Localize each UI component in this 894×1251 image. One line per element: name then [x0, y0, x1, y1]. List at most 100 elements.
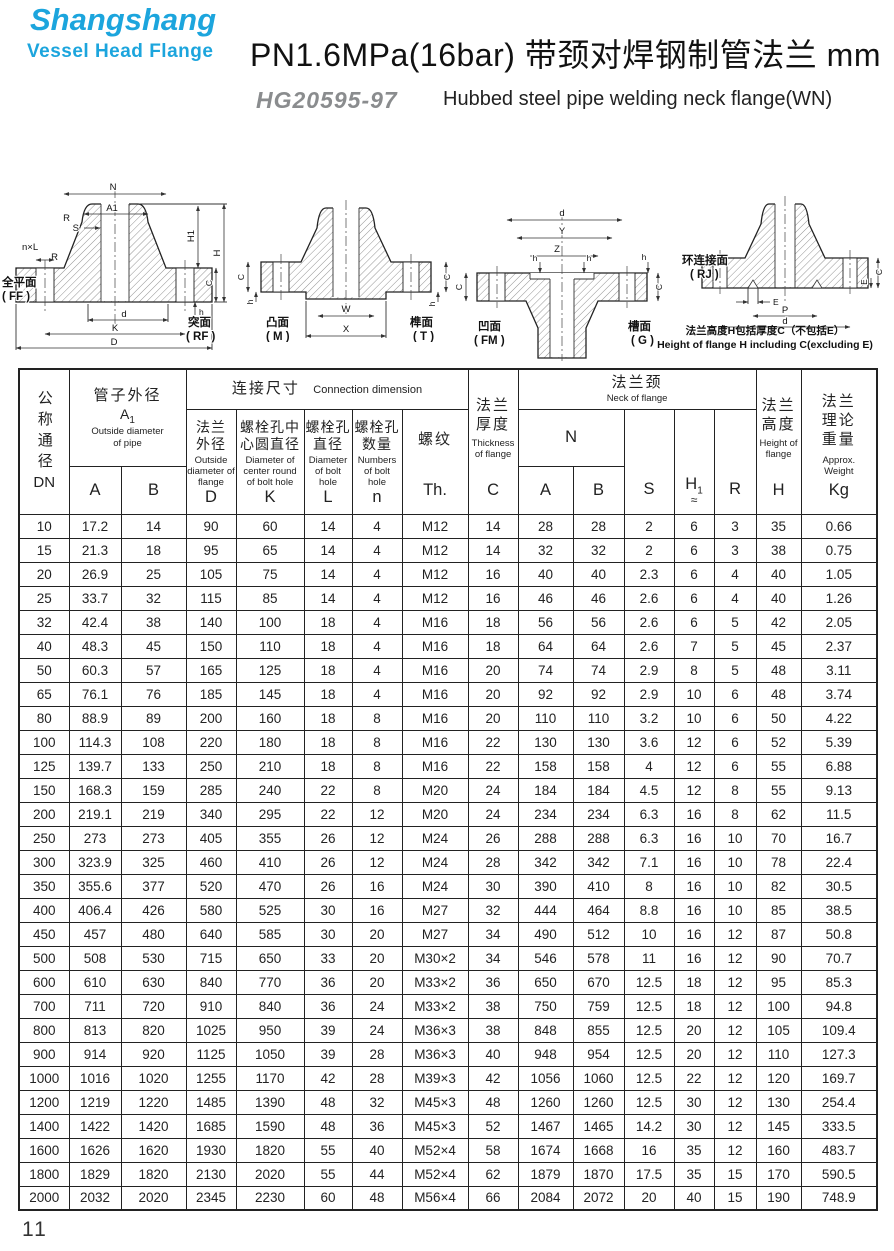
table-cell: 16 — [673, 825, 715, 851]
table-cell: 18 — [467, 609, 519, 635]
table-cell: 2.3 — [623, 561, 675, 587]
table-cell: 410 — [235, 849, 305, 875]
table-cell: 17.5 — [623, 1161, 675, 1187]
table-cell: 20 — [351, 945, 403, 971]
bolt-circle-cn: 螺栓孔中心圆直径 — [240, 419, 300, 452]
height-letter: H — [772, 481, 785, 500]
table-cell: 32 — [18, 609, 70, 635]
table-cell: M16 — [401, 609, 469, 635]
table-cell: 220 — [185, 729, 237, 755]
table-cell: 12.5 — [623, 1017, 675, 1043]
table-cell: 85.3 — [800, 969, 878, 995]
flange-diagram-m-t: W X C h C h 凸面 ( M ) 榫面 ( T ) — [238, 200, 453, 342]
table-cell: 30 — [673, 1113, 715, 1139]
table-cell: 2.6 — [623, 585, 675, 611]
table-row: 15 21.3 18 95 65 14 4 M12 14 32 32 2 6 3 38 0.75 — [18, 537, 878, 563]
table-cell: 6 — [673, 513, 715, 539]
table-cell: 4 — [351, 561, 403, 587]
table-row: 65 76.1 76 185 145 18 4 M16 20 92 92 2.9 10 6 48 3.74 — [18, 681, 878, 707]
table-cell: 640 — [185, 921, 237, 947]
table-cell: 16 — [673, 921, 715, 947]
table-cell: 12.5 — [623, 1041, 675, 1067]
table-cell: 1255 — [185, 1065, 237, 1091]
table-cell: 185 — [185, 681, 237, 707]
brand-logo: Shangshang — [30, 2, 217, 37]
table-cell: 8 — [623, 873, 675, 899]
table-cell: 12.5 — [623, 1089, 675, 1115]
dim-label-H: H — [212, 249, 223, 256]
table-cell: 55 — [755, 777, 802, 803]
table-cell: 42 — [755, 609, 802, 635]
table-cell: 650 — [235, 945, 305, 971]
table-cell: 30 — [467, 873, 519, 899]
table-cell: 30.5 — [800, 873, 878, 899]
face-label-g-cn: 槽面 — [628, 319, 651, 333]
dim-label-C-right: C — [442, 274, 452, 280]
table-cell: 40 — [755, 561, 802, 587]
col-header-bolt-count: 螺栓孔数量 Numbers of bolt hole n — [351, 408, 403, 515]
dim-label-h3: h — [642, 252, 647, 262]
table-cell: 32 — [351, 1089, 403, 1115]
table-cell: 22.4 — [800, 849, 878, 875]
table-cell: 340 — [185, 801, 237, 827]
dim-label-R-bottom: R — [51, 252, 58, 263]
table-cell: 342 — [572, 849, 625, 875]
table-cell: 65 — [235, 537, 305, 563]
table-cell: 12 — [713, 1137, 757, 1163]
table-cell: 250 — [185, 753, 237, 779]
table-cell: 44 — [351, 1161, 403, 1187]
table-cell: 33.7 — [68, 585, 122, 611]
table-cell: 95 — [755, 969, 802, 995]
table-cell: 295 — [235, 801, 305, 827]
dim-label-S: S — [73, 223, 79, 234]
table-cell: 1879 — [517, 1161, 574, 1187]
face-label-rj-code: ( RJ ) — [690, 269, 719, 281]
table-cell: 65 — [18, 681, 70, 707]
table-cell: 39 — [303, 1017, 353, 1043]
table-cell: 110 — [517, 705, 574, 731]
table-row: 80 88.9 89 200 160 18 8 M16 20 110 110 3.2 10 6 50 4.22 — [18, 705, 878, 731]
table-row: 200 219.1 219 340 295 22 12 M20 24 234 234 6.3 16 8 62… — [18, 801, 878, 827]
table-cell: 250 — [18, 825, 70, 851]
table-cell: M24 — [401, 849, 469, 875]
table-cell: 3 — [713, 513, 757, 539]
table-cell: 56 — [572, 609, 625, 635]
table-row: 20 26.9 25 105 75 14 4 M12 16 40 40 2.3 6 4 40 1.05 — [18, 561, 878, 587]
table-cell: 40 — [351, 1137, 403, 1163]
table-cell: 1125 — [185, 1041, 237, 1067]
table-cell: 6 — [713, 729, 757, 755]
table-cell: 62 — [755, 801, 802, 827]
table-cell: 140 — [185, 609, 237, 635]
table-cell: 184 — [572, 777, 625, 803]
table-cell: 60 — [235, 513, 305, 539]
table-cell: 25 — [120, 561, 187, 587]
table-cell: M12 — [401, 513, 469, 539]
col-group-neck: 法兰颈 Neck of flange — [517, 368, 757, 410]
table-cell: 1.26 — [800, 585, 878, 611]
table-cell: 66 — [467, 1185, 519, 1211]
table-cell: 948 — [517, 1041, 574, 1067]
table-cell: 1590 — [235, 1113, 305, 1139]
table-cell: 8 — [673, 657, 715, 683]
table-cell: 30 — [303, 921, 353, 947]
table-cell: 14 — [467, 537, 519, 563]
table-cell: 750 — [517, 993, 574, 1019]
table-body: 10 17.2 14 90 60 14 4 M12 14 28 28 2 6 3 35 0.66 15 21.3 1… — [18, 513, 878, 1211]
table-cell: 4 — [351, 513, 403, 539]
table-cell: 470 — [235, 873, 305, 899]
bolt-count-letter: n — [372, 488, 382, 507]
table-cell: 35 — [673, 1137, 715, 1163]
table-cell: 1170 — [235, 1065, 305, 1091]
table-cell: 355.6 — [68, 873, 122, 899]
table-cell: 400 — [18, 897, 70, 923]
table-cell: 6 — [673, 585, 715, 611]
table-cell: 38.5 — [800, 897, 878, 923]
table-cell: 500 — [18, 945, 70, 971]
table-cell: 2 — [623, 537, 675, 563]
table-cell: 6 — [713, 753, 757, 779]
table-cell: 28 — [351, 1041, 403, 1067]
table-cell: 16 — [673, 801, 715, 827]
flange-diagram-ff-rf: N A1 S R R n×L d K D H1 H C h 全平面 ( FF )… — [0, 181, 227, 350]
table-cell: 350 — [18, 873, 70, 899]
neck-h1-letter: H1 — [685, 475, 703, 497]
